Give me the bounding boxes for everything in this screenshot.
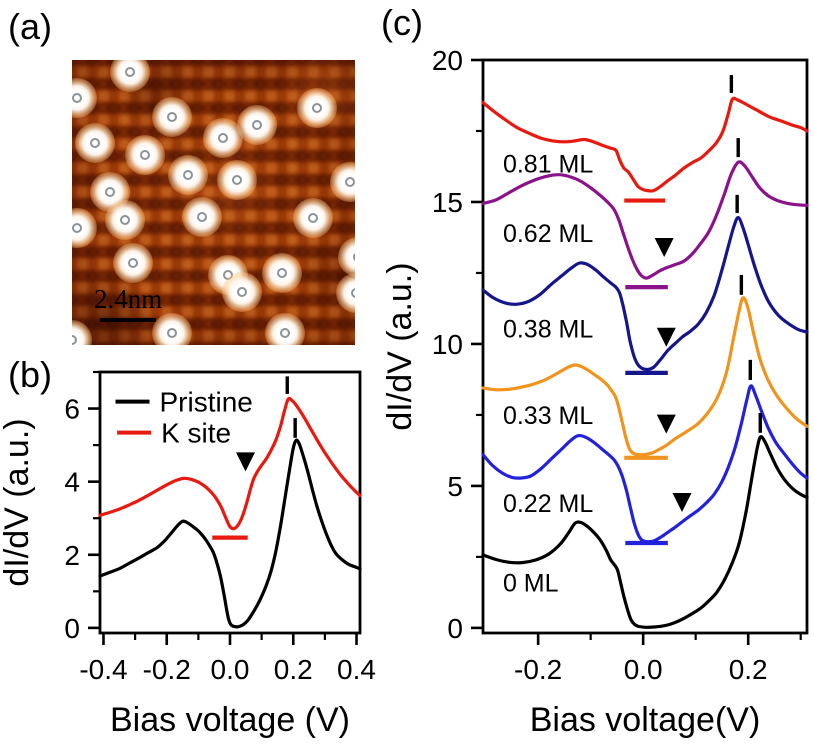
x-tick-label: -0.2 [514,654,562,685]
coverage-label: 0 ML [503,569,559,597]
k-adatom-spot [297,87,338,128]
x-axis-title: Bias voltage (V) [110,701,350,739]
arrow-down-icon [672,493,692,513]
curve-0-62-ml [481,160,809,280]
legend-label-k-site: K site [161,418,231,449]
y-tick-label: 10 [432,329,463,360]
k-adatom-spot [336,273,355,314]
scalebar-label: 2.4nm [94,284,163,314]
coverage-label: 0.22 ML [503,490,593,518]
x-tick-label: -0.4 [79,654,127,685]
k-adatom-spot [125,134,165,175]
k-adatom-spot [293,197,334,238]
k-adatom-spot [237,104,278,145]
y-tick-label: 0 [447,613,463,644]
legend-label-pristine: Pristine [159,387,252,418]
x-tick-label: 0.2 [274,654,313,685]
y-axis-title: dI/dV (a.u.) [0,418,36,586]
k-adatom-spot [216,159,257,200]
scalebar-line [100,318,156,322]
y-tick-label: 4 [64,467,80,498]
k-adatom-spot [168,155,209,196]
x-tick-label: 0.0 [624,654,663,685]
y-tick-label: 0 [64,613,80,644]
x-tick-label: -0.2 [143,654,191,685]
arrow-down-icon [656,414,676,434]
coverage-label: 0.33 ML [503,402,593,430]
y-tick-label: 15 [432,187,463,218]
panel-a-label: (a) [8,6,52,47]
k-adatom-spot [151,97,192,137]
y-tick-label: 2 [64,540,80,571]
x-axis-title: Bias voltage(V) [530,701,761,739]
k-adatom-spot [72,319,92,345]
y-tick-label: 5 [447,471,463,502]
arrow-down-icon [235,452,255,472]
coverage-label: 0.38 ML [503,315,593,343]
k-adatom-spot [74,122,115,163]
chart-b: -0.4 -0.2 0.0 0.2 0.4 0 2 4 6 Bias voltage (V) dI/… [0,370,376,739]
curve-k-site [98,396,362,531]
chart-c: -0.2 0.0 0.2 0 5 10 15 20 Bias voltage(V) dI/dV (… [381,45,809,739]
k-adatom-spot [222,271,263,312]
curve-0-38-ml [481,216,809,372]
stm-image: 2.4nm [72,60,355,345]
y-tick-label: 6 [64,394,80,425]
k-adatom-spot [113,242,154,283]
k-adatom-spot [181,197,222,238]
x-tick-label: 0.4 [337,654,376,685]
arrow-down-icon [654,238,674,258]
y-tick-label: 20 [432,45,463,76]
x-tick-label: 0.2 [729,654,768,685]
panel-b-label: (b) [8,354,52,395]
curve-0-ml [481,435,809,629]
k-adatom-spot [329,161,355,202]
curve-pristine [98,438,362,629]
plot-frame [481,58,809,635]
k-adatom-spot [203,118,244,159]
k-adatom-spot [104,199,145,240]
curve-0-81-ml [481,96,809,193]
x-tick-label: 0.0 [211,654,250,685]
coverage-label: 0.62 ML [503,220,593,248]
k-adatom-spot [337,236,355,277]
y-axis-title: dI/dV (a.u.) [381,262,419,430]
k-adatom-spot [110,60,150,92]
k-adatom-spot [151,313,192,345]
k-adatom-spot [261,252,302,293]
plot-frame [98,370,362,635]
coverage-label: 0.81 ML [503,151,593,179]
k-adatom-spot [265,313,306,345]
arrow-down-icon [656,327,676,347]
curve-0-33-ml [481,296,809,457]
panel-c-label: (c) [381,2,423,43]
